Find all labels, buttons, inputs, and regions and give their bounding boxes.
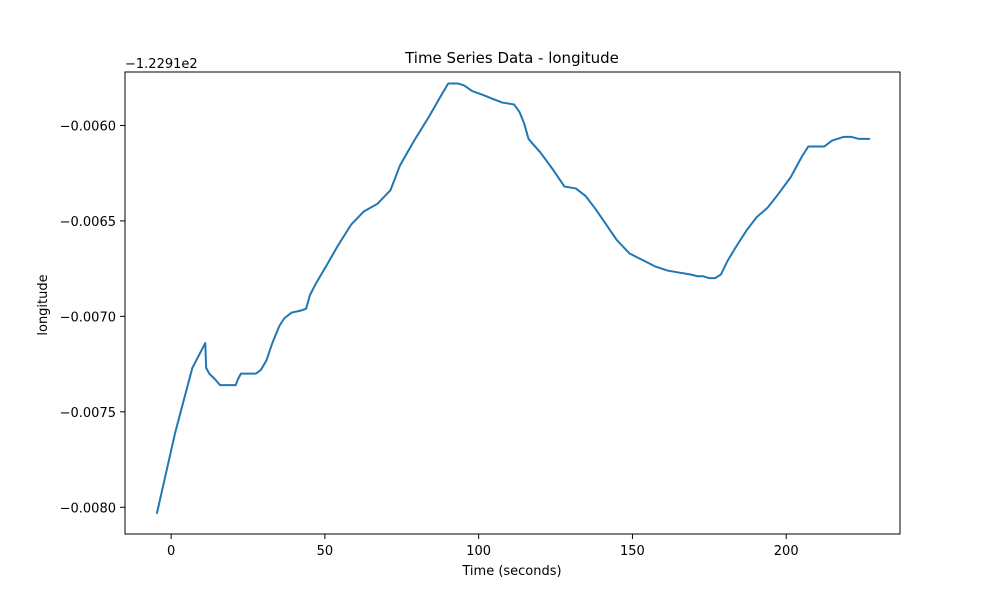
plot-area [155, 82, 871, 514]
x-tick-label: 0 [167, 544, 175, 559]
y-tick-label: −0.0070 [60, 310, 116, 325]
y-axis-ticks: −0.0080 −0.0075 −0.0070 −0.0065 −0.0060 [60, 119, 125, 516]
y-axis-title: longitude [36, 274, 51, 335]
y-tick-label: −0.0065 [60, 215, 116, 230]
axes-frame [124, 71, 901, 535]
y-tick-label: −0.0075 [60, 406, 116, 421]
chart-title: Time Series Data - longitude [404, 49, 619, 67]
y-offset-label: −1.2291e2 [125, 57, 198, 72]
y-tick-label: −0.0060 [60, 119, 116, 134]
x-tick-label: 150 [620, 544, 645, 559]
x-tick-label: 50 [317, 544, 334, 559]
x-axis-title: Time (seconds) [461, 564, 561, 579]
x-tick-label: 100 [466, 544, 491, 559]
y-tick-label: −0.0080 [60, 501, 116, 516]
x-axis-ticks: 0 50 100 150 200 [167, 534, 799, 559]
longitude-series-line [155, 82, 871, 514]
x-tick-label: 200 [774, 544, 799, 559]
